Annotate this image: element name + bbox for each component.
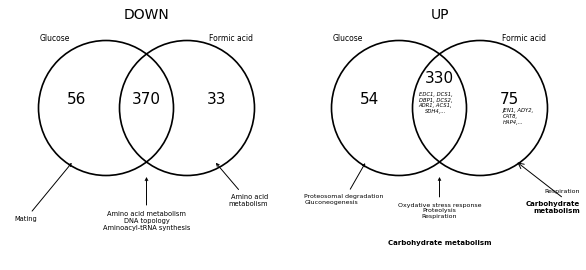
- Text: EDC1, DCS1,
DBP1, DCS2,
ADR1, ACS1,
SDH4,...: EDC1, DCS1, DBP1, DCS2, ADR1, ACS1, SDH4…: [418, 92, 452, 114]
- Text: Mating: Mating: [14, 164, 71, 222]
- Text: Carbohydrate metabolism: Carbohydrate metabolism: [388, 240, 491, 246]
- Text: JEN1, ADY2,
CAT8,
HAP4,...: JEN1, ADY2, CAT8, HAP4,...: [503, 108, 534, 124]
- Text: DOWN: DOWN: [124, 8, 169, 22]
- Text: 75: 75: [500, 92, 519, 107]
- Text: UP: UP: [430, 8, 449, 22]
- Text: Proteosomal degradation
Gluconeogenesis: Proteosomal degradation Gluconeogenesis: [305, 164, 384, 205]
- Text: 330: 330: [425, 71, 454, 86]
- Text: Amino acid metabolism
DNA topology
Aminoacyl-tRNA synthesis: Amino acid metabolism DNA topology Amino…: [103, 178, 190, 231]
- Text: Formic acid: Formic acid: [502, 34, 546, 43]
- Text: 54: 54: [360, 92, 379, 107]
- Text: 370: 370: [132, 92, 161, 107]
- Text: Respiration: Respiration: [544, 189, 580, 194]
- Text: Glucose: Glucose: [40, 34, 70, 43]
- Text: 56: 56: [67, 92, 86, 107]
- Text: Glucose: Glucose: [333, 34, 363, 43]
- Text: Amino acid
metabolism: Amino acid metabolism: [216, 164, 268, 207]
- Text: Oxydative stress response
Proteolysis
Respiration: Oxydative stress response Proteolysis Re…: [398, 178, 481, 219]
- Text: Carbohydrate
metabolism: Carbohydrate metabolism: [526, 201, 580, 214]
- Text: Formic acid: Formic acid: [209, 34, 253, 43]
- Text: 33: 33: [207, 92, 226, 107]
